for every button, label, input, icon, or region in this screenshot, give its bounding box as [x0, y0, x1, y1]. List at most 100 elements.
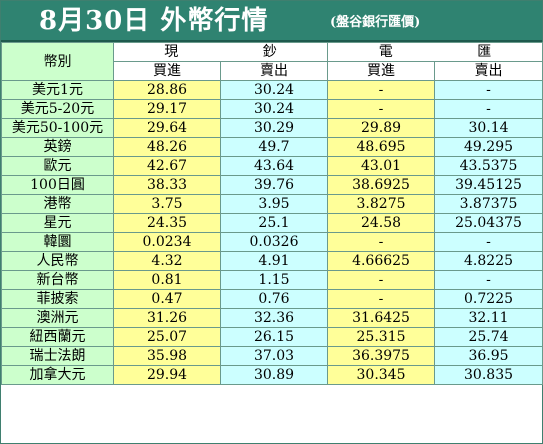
wire-sell-cell: 39.45125	[434, 175, 543, 195]
table-row: 加拿大元 29.94 30.89 30.345 30.835	[1, 365, 543, 385]
cash-sell-header: 賣出	[219, 61, 329, 81]
wire-sell-cell: 32.11	[434, 308, 543, 328]
cash-sell-cell: 32.36	[219, 308, 329, 328]
exchange-rate-table: 幣別 現 鈔 電 匯 買進 賣出 買進 賣出 美元1元 28.86 30.24- - 美…	[1, 42, 543, 385]
wire-sell-cell: 4.8225	[434, 251, 543, 271]
wire-sell-cell: 36.95	[434, 346, 543, 366]
wire-sell-cell: -	[434, 270, 543, 290]
currency-cell: 人民幣	[1, 251, 114, 271]
table-row: 人民幣 4.32 4.91 4.66625 4.8225	[1, 251, 543, 271]
cash-sell-cell: 0.0326	[219, 232, 329, 252]
wire-sell-cell: 43.5375	[434, 156, 543, 176]
wire-sell-cell: 30.835	[434, 365, 543, 385]
table-row: 歐元 42.67 43.64 43.01 43.5375	[1, 156, 543, 176]
wire-buy-cell: -	[327, 232, 436, 252]
currency-cell: 星元	[1, 213, 114, 233]
table-row: 新台幣 0.81 1.15- -	[1, 270, 543, 290]
wire-sell-cell: -	[434, 80, 543, 100]
currency-cell: 美元5-20元	[1, 99, 114, 119]
wire-sell-cell: 0.7225	[434, 289, 543, 309]
cash-buy-cell: 29.94	[113, 365, 221, 385]
cash-sell-cell: 37.03	[219, 346, 329, 366]
table-row: 100日圓 38.33 39.76 38.6925 39.45125	[1, 175, 543, 195]
cash-buy-cell: 28.86	[113, 80, 221, 100]
cash-buy-cell: 24.35	[113, 213, 221, 233]
page-title: 8月30日 外幣行情	[39, 6, 269, 36]
wire-group-header: 電 匯	[327, 42, 543, 62]
currency-cell: 韓圜	[1, 232, 114, 252]
cash-buy-header: 買進	[113, 61, 221, 81]
currency-cell: 菲披索	[1, 289, 114, 309]
cash-sell-cell: 0.76	[219, 289, 329, 309]
currency-cell: 新台幣	[1, 270, 114, 290]
wire-buy-cell: 38.6925	[327, 175, 436, 195]
table-row: 美元1元 28.86 30.24- -	[1, 80, 543, 100]
table-row: 瑞士法朗 35.98 37.03 36.3975 36.95	[1, 346, 543, 366]
currency-cell: 100日圓	[1, 175, 114, 195]
currency-cell: 紐西蘭元	[1, 327, 114, 347]
wire-buy-cell: -	[327, 270, 436, 290]
wire-buy-cell: 4.66625	[327, 251, 436, 271]
wire-buy-cell: 31.6425	[327, 308, 436, 328]
cash-buy-cell: 31.26	[113, 308, 221, 328]
cash-buy-cell: 38.33	[113, 175, 221, 195]
cash-sell-cell: 30.24	[219, 80, 329, 100]
header-row-sub: 買進 賣出 買進 賣出	[2, 61, 543, 81]
wire-buy-cell: 3.8275	[327, 194, 436, 214]
currency-cell: 英鎊	[1, 137, 114, 157]
cash-buy-cell: 29.17	[113, 99, 221, 119]
currency-cell: 瑞士法朗	[1, 346, 114, 366]
table-row: 韓圜 0.0234 0.0326- -	[1, 232, 543, 252]
wire-buy-cell: 29.89	[327, 118, 436, 138]
header-row-group: 幣別 現 鈔 電 匯	[1, 42, 543, 81]
wire-buy-cell: -	[327, 289, 436, 309]
wire-buy-cell: 25.315	[327, 327, 436, 347]
cash-buy-cell: 42.67	[113, 156, 221, 176]
currency-cell: 美元50-100元	[1, 118, 114, 138]
cash-sell-cell: 30.29	[219, 118, 329, 138]
cash-buy-cell: 0.81	[113, 270, 221, 290]
currency-column-header: 幣別	[1, 42, 114, 81]
cash-buy-cell: 0.47	[113, 289, 221, 309]
wire-sell-cell: 3.87375	[434, 194, 543, 214]
wire-sell-header: 賣出	[434, 61, 543, 81]
cash-buy-cell: 35.98	[113, 346, 221, 366]
table-row: 美元5-20元 29.17 30.24- -	[1, 99, 543, 119]
table-row: 菲披索 0.47 0.76-0.7225	[1, 289, 543, 309]
table-row: 英鎊 48.26 49.7 48.695 49.295	[1, 137, 543, 157]
cash-sell-cell: 30.89	[219, 365, 329, 385]
currency-cell: 美元1元	[1, 80, 114, 100]
wire-sell-cell: 25.74	[434, 327, 543, 347]
cash-buy-cell: 25.07	[113, 327, 221, 347]
wire-buy-cell: 24.58	[327, 213, 436, 233]
cash-sell-cell: 4.91	[219, 251, 329, 271]
wire-sell-cell: -	[434, 99, 543, 119]
wire-buy-cell: 36.3975	[327, 346, 436, 366]
cash-sell-cell: 3.95	[219, 194, 329, 214]
currency-cell: 加拿大元	[1, 365, 114, 385]
cash-buy-cell: 3.75	[113, 194, 221, 214]
currency-cell: 澳洲元	[1, 308, 114, 328]
wire-buy-cell: -	[327, 80, 436, 100]
table-row: 紐西蘭元 25.07 26.15 25.315 25.74	[1, 327, 543, 347]
cash-sell-cell: 26.15	[219, 327, 329, 347]
wire-sell-cell: 30.14	[434, 118, 543, 138]
wire-sell-cell: -	[434, 232, 543, 252]
wire-buy-header: 買進	[327, 61, 436, 81]
table-row: 港幣 3.75 3.95 3.8275 3.87375	[1, 194, 543, 214]
wire-buy-cell: 43.01	[327, 156, 436, 176]
cash-sell-cell: 25.1	[219, 213, 329, 233]
cash-sell-cell: 49.7	[219, 137, 329, 157]
cash-buy-cell: 0.0234	[113, 232, 221, 252]
table-row: 澳洲元 31.26 32.36 31.6425 32.11	[1, 308, 543, 328]
currency-cell: 港幣	[1, 194, 114, 214]
title-bar: 8月30日 外幣行情 (盤谷銀行匯價)	[1, 1, 542, 42]
cash-buy-cell: 4.32	[113, 251, 221, 271]
page-subtitle: (盤谷銀行匯價)	[330, 15, 421, 30]
cash-sell-cell: 1.15	[219, 270, 329, 290]
table-row: 星元 24.35 25.1 24.58 25.04375	[1, 213, 543, 233]
wire-sell-cell: 49.295	[434, 137, 543, 157]
cash-buy-cell: 48.26	[113, 137, 221, 157]
wire-buy-cell: 30.345	[327, 365, 436, 385]
